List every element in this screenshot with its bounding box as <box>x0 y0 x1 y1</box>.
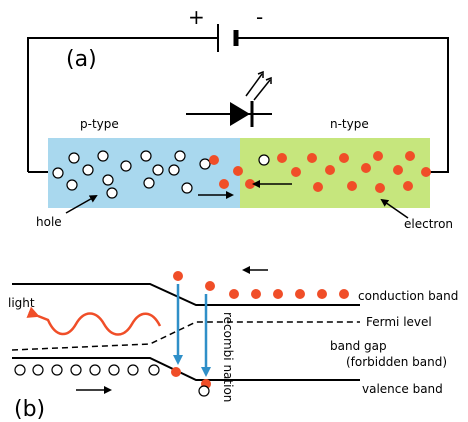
electron-label: electron <box>404 217 453 231</box>
p-type-label: p-type <box>80 117 119 131</box>
electron <box>339 289 349 299</box>
valence-band-label: valence band <box>362 382 443 396</box>
hole <box>108 364 120 376</box>
hole <box>14 364 26 376</box>
hole <box>258 154 270 166</box>
electron <box>393 165 403 175</box>
hole <box>82 164 94 176</box>
electron <box>229 289 239 299</box>
hole <box>120 160 132 172</box>
electron <box>325 165 335 175</box>
electron <box>313 182 323 192</box>
electron <box>273 289 283 299</box>
valence-band-edge <box>12 357 360 381</box>
battery-minus-label: - <box>256 5 263 29</box>
electron <box>317 289 327 299</box>
hole <box>52 167 64 179</box>
light-wave-icon <box>26 306 162 336</box>
hole <box>70 364 82 376</box>
electron <box>405 151 415 161</box>
hole <box>97 150 109 162</box>
electron <box>291 167 301 177</box>
electron <box>373 151 383 161</box>
band-holes-group <box>14 364 210 397</box>
conduction-band-edge <box>12 283 360 306</box>
electron <box>375 183 385 193</box>
hole <box>168 164 180 176</box>
hole <box>199 158 211 170</box>
hole <box>102 174 114 186</box>
electron <box>307 153 317 163</box>
hole <box>51 364 63 376</box>
light-label: light <box>8 296 35 310</box>
p-type-region <box>48 138 240 208</box>
electron <box>339 153 349 163</box>
holes-group <box>52 150 270 199</box>
battery-plus-label: + <box>188 5 205 29</box>
fermi-level-line <box>11 321 360 351</box>
electron <box>361 163 371 173</box>
hole <box>68 152 80 164</box>
electron <box>347 181 357 191</box>
electron <box>205 281 215 291</box>
hole <box>152 164 164 176</box>
electron-pointer-arrow <box>380 198 409 219</box>
battery-icon: + - <box>188 5 263 52</box>
led-diode-icon <box>186 101 272 127</box>
electron <box>219 179 229 189</box>
hole <box>143 177 155 189</box>
hole-pointer-arrow <box>65 195 98 214</box>
electron <box>251 289 261 299</box>
hole <box>89 364 101 376</box>
panel-a: + - (a) p-type n-type <box>27 5 453 231</box>
electron <box>277 153 287 163</box>
electron <box>173 271 183 281</box>
band-gap-sublabel: (forbidden band) <box>346 355 447 369</box>
hole <box>127 364 139 376</box>
hole <box>106 187 118 199</box>
electron <box>295 289 305 299</box>
electron <box>233 166 243 176</box>
hole-label: hole <box>36 215 62 229</box>
electron <box>209 155 219 165</box>
hole <box>66 179 78 191</box>
panel-a-label: (a) <box>66 47 97 72</box>
hole <box>181 182 193 194</box>
panel-b: recombi nation light conduction band Fer… <box>8 266 458 422</box>
hole <box>174 150 186 162</box>
hole <box>140 150 152 162</box>
panel-b-label: (b) <box>14 397 45 422</box>
hole <box>148 364 160 376</box>
fermi-level-label: Fermi level <box>366 315 432 329</box>
recombination-label: recombi nation <box>221 312 235 402</box>
electron <box>421 167 431 177</box>
emitted-light-arrows-icon <box>245 70 272 101</box>
electron <box>245 179 255 189</box>
band-gap-label: band gap <box>330 339 387 353</box>
electron <box>171 367 181 377</box>
hole <box>32 364 44 376</box>
electron <box>403 181 413 191</box>
electrons-group <box>209 151 431 193</box>
conduction-band-label: conduction band <box>358 289 458 303</box>
n-type-label: n-type <box>330 117 369 131</box>
band-electrons-group <box>171 271 349 389</box>
hole <box>198 385 210 397</box>
circuit-wire <box>27 37 449 173</box>
